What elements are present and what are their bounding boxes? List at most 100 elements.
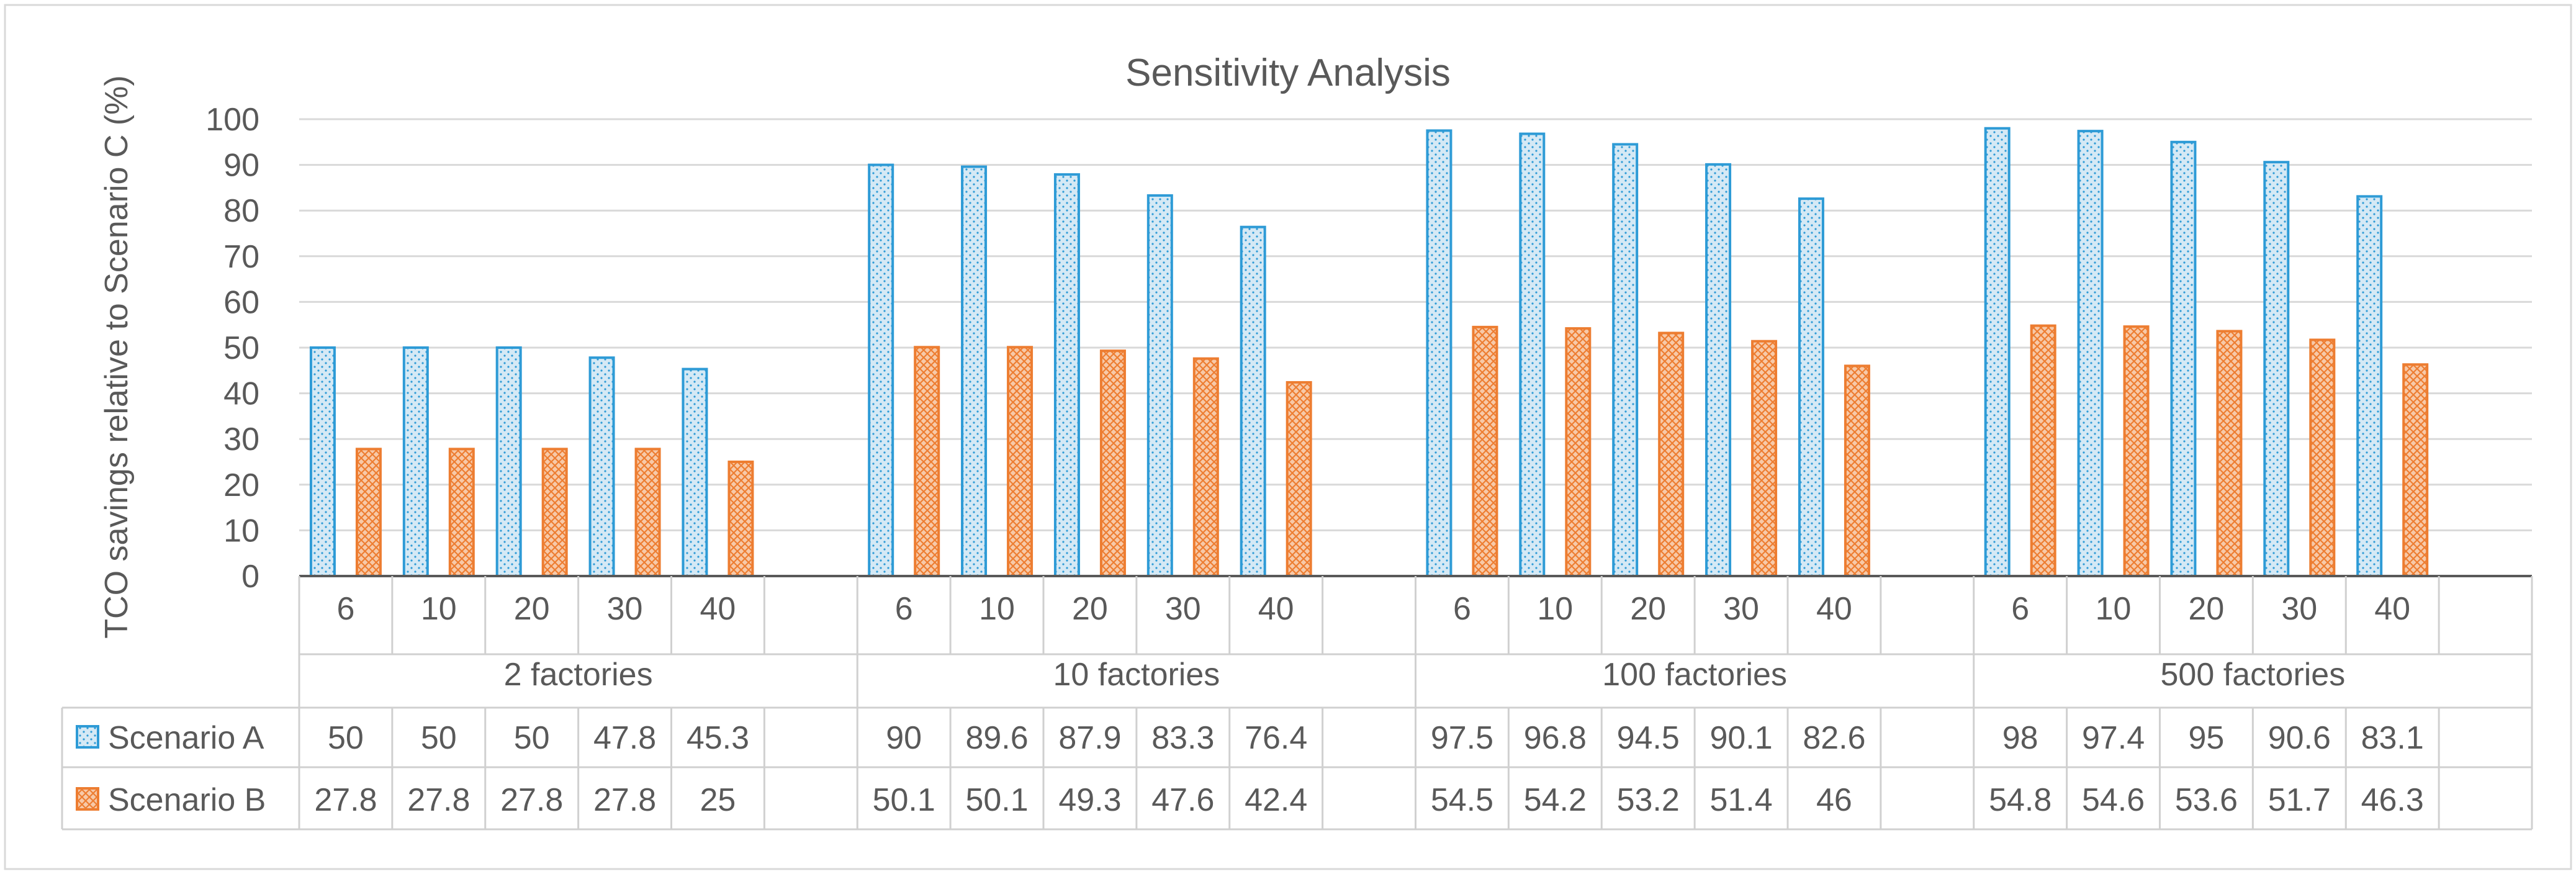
x-category-label: 30: [1723, 591, 1759, 627]
bar-scenario-b-2-4: [1844, 364, 1870, 577]
bar-scenario-a-3-1: [2077, 130, 2104, 578]
bar-scenario-b-1-0: [914, 346, 940, 577]
bar-scenario-b-3-1: [2123, 325, 2150, 577]
data-label: 54.8: [1989, 782, 2051, 818]
bar-scenario-b-2-3: [1751, 340, 1778, 577]
x-category-label: 30: [2281, 591, 2317, 627]
data-label: 54.6: [2082, 782, 2145, 818]
y-tick-label: 80: [223, 193, 259, 229]
data-label: 27.8: [500, 782, 563, 818]
bar-scenario-b-2-0: [1472, 325, 1498, 577]
data-label: 50.1: [873, 782, 935, 818]
x-category-label: 10: [2096, 591, 2132, 627]
data-label: 49.3: [1058, 782, 1121, 818]
bar-scenario-b-1-4: [1286, 381, 1312, 577]
y-tick-label: 20: [223, 467, 259, 503]
x-category-label: 20: [514, 591, 550, 627]
data-label: 90.1: [1709, 720, 1772, 756]
bar-scenario-a-0-1: [402, 346, 429, 577]
x-group-label: 500 factories: [2161, 657, 2346, 693]
data-label: 50: [421, 720, 457, 756]
y-tick-label: 50: [223, 330, 259, 366]
bars: [299, 127, 2532, 578]
x-category-label: 10: [979, 591, 1015, 627]
data-label: 90: [886, 720, 922, 756]
bar-scenario-b-0-2: [541, 448, 568, 578]
data-label: 90.6: [2268, 720, 2331, 756]
bar-scenario-b-3-3: [2309, 338, 2336, 577]
data-label: 83.3: [1151, 720, 1214, 756]
bar-scenario-b-3-0: [2030, 324, 2056, 577]
data-label: 97.5: [1431, 720, 1493, 756]
x-category-label: 6: [336, 591, 354, 627]
x-group-label: 10 factories: [1053, 657, 1220, 693]
data-label: 27.8: [407, 782, 470, 818]
bar-scenario-b-0-4: [727, 461, 754, 577]
bar-scenario-b-0-1: [448, 448, 475, 578]
data-label: 94.5: [1617, 720, 1680, 756]
data-label: 98: [2002, 720, 2038, 756]
data-label: 54.5: [1431, 782, 1493, 818]
x-category-label: 10: [421, 591, 457, 627]
bar-scenario-b-0-3: [634, 448, 661, 578]
x-group-label: 2 factories: [504, 657, 653, 693]
bar-scenario-a-0-4: [682, 367, 708, 577]
bar-scenario-a-1-0: [868, 163, 894, 578]
data-label: 45.3: [687, 720, 749, 756]
data-label: 54.2: [1524, 782, 1587, 818]
x-category-label: 30: [1165, 591, 1201, 627]
data-label: 87.9: [1058, 720, 1121, 756]
data-label: 50: [514, 720, 550, 756]
bar-scenario-b-0-0: [355, 448, 382, 578]
y-axis-ticks: 0 10 20 30 40 50 60 70 80 90 100: [205, 102, 259, 595]
y-tick-label: 10: [223, 513, 259, 549]
x-category-label: 40: [700, 591, 736, 627]
bar-scenario-a-1-4: [1240, 225, 1266, 578]
bar-scenario-b-1-1: [1007, 346, 1034, 577]
data-label: 53.2: [1617, 782, 1680, 818]
bar-scenario-b-2-1: [1565, 327, 1592, 577]
data-label: 76.4: [1245, 720, 1307, 756]
x-category-label: 6: [895, 591, 913, 627]
bar-scenario-a-0-3: [588, 356, 615, 578]
bar-scenario-a-3-2: [2170, 140, 2197, 578]
x-category-label: 20: [1072, 591, 1108, 627]
data-label: 51.4: [1709, 782, 1772, 818]
data-label: 46: [1816, 782, 1852, 818]
bar-scenario-a-0-2: [495, 346, 522, 577]
data-label: 42.4: [1245, 782, 1307, 818]
data-label: 47.6: [1151, 782, 1214, 818]
data-label: 89.6: [965, 720, 1028, 756]
chart-title: Sensitivity Analysis: [1125, 52, 1451, 94]
bar-scenario-a-3-3: [2263, 161, 2290, 577]
data-label: 51.7: [2268, 782, 2331, 818]
y-tick-label: 30: [223, 421, 259, 457]
legend-label: Scenario A: [108, 720, 264, 756]
x-group-label: 100 factories: [1602, 657, 1787, 693]
bar-scenario-a-3-0: [1984, 127, 2011, 578]
legend-key-scenario-b: [76, 787, 99, 811]
data-label: 27.8: [314, 782, 377, 818]
bar-scenario-a-0-0: [309, 346, 336, 577]
data-label: 96.8: [1524, 720, 1587, 756]
bar-scenario-a-2-2: [1612, 143, 1639, 578]
x-category-label: 6: [1453, 591, 1471, 627]
y-tick-label: 60: [223, 284, 259, 320]
x-category-label: 20: [2189, 591, 2225, 627]
bar-scenario-a-2-0: [1426, 129, 1452, 577]
data-label: 97.4: [2082, 720, 2145, 756]
y-axis-label: TCO savings relative to Scenario C (%): [99, 75, 135, 638]
x-category-label: 40: [1816, 591, 1852, 627]
y-tick-label: 70: [223, 239, 259, 275]
data-label: 82.6: [1803, 720, 1865, 756]
data-label: 47.8: [593, 720, 656, 756]
data-label: 25: [700, 782, 736, 818]
bar-scenario-a-1-3: [1146, 194, 1173, 577]
y-tick-label: 40: [223, 376, 259, 412]
data-table: 6 10 20 30 40 2 factories 6 10 20 30 40 10 factorie…: [61, 576, 2533, 831]
data-label: 50: [328, 720, 364, 756]
y-tick-label: 100: [205, 102, 259, 138]
data-label: 27.8: [593, 782, 656, 818]
